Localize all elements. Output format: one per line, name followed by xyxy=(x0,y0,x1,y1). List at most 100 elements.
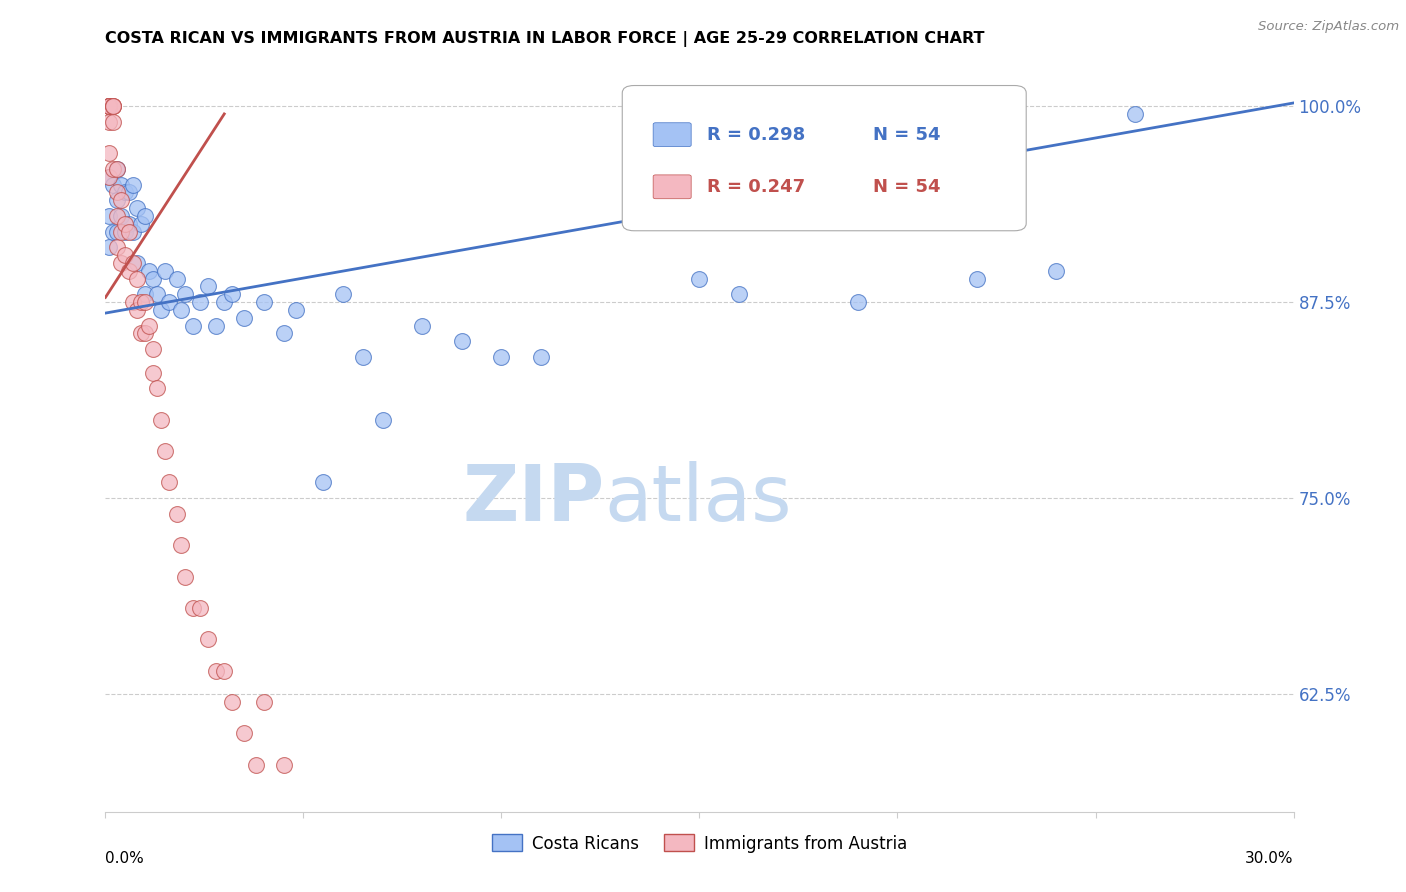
Point xyxy=(332,287,354,301)
Point xyxy=(110,193,132,207)
Point xyxy=(103,178,125,192)
Point xyxy=(146,381,169,395)
Point xyxy=(103,99,125,113)
Point xyxy=(157,295,180,310)
Point xyxy=(103,99,125,113)
Point xyxy=(103,225,125,239)
Point xyxy=(221,695,243,709)
Point xyxy=(205,664,228,678)
Point xyxy=(173,287,195,301)
Text: N = 54: N = 54 xyxy=(873,178,941,196)
Point xyxy=(190,295,212,310)
Point xyxy=(110,225,132,239)
Point xyxy=(118,217,141,231)
Point xyxy=(98,169,121,184)
Point xyxy=(103,115,125,129)
Point xyxy=(98,209,121,223)
Point xyxy=(530,350,553,364)
Point xyxy=(98,99,121,113)
Point xyxy=(253,295,276,310)
Point xyxy=(127,302,149,317)
Point xyxy=(134,295,156,310)
Point xyxy=(190,600,212,615)
Point xyxy=(103,161,125,176)
Point xyxy=(134,209,156,223)
Point xyxy=(1045,264,1067,278)
Point xyxy=(98,99,121,113)
Point xyxy=(98,115,121,129)
Point xyxy=(98,146,121,161)
FancyBboxPatch shape xyxy=(654,123,692,146)
Point xyxy=(170,302,193,317)
Point xyxy=(129,326,152,341)
Point xyxy=(98,240,121,254)
Point xyxy=(173,569,195,583)
Point xyxy=(114,225,136,239)
Point xyxy=(138,318,160,333)
Point xyxy=(149,413,172,427)
Point xyxy=(129,295,152,310)
Point xyxy=(170,538,193,552)
Point xyxy=(146,287,169,301)
Text: 0.0%: 0.0% xyxy=(105,851,145,866)
Point xyxy=(371,413,394,427)
Point xyxy=(105,240,128,254)
Point xyxy=(846,295,869,310)
Point xyxy=(127,271,149,285)
Point xyxy=(166,507,188,521)
Point xyxy=(273,326,295,341)
Text: R = 0.298: R = 0.298 xyxy=(707,126,804,144)
Point xyxy=(966,271,988,285)
Point xyxy=(114,248,136,262)
Point xyxy=(197,632,219,647)
Text: COSTA RICAN VS IMMIGRANTS FROM AUSTRIA IN LABOR FORCE | AGE 25-29 CORRELATION CH: COSTA RICAN VS IMMIGRANTS FROM AUSTRIA I… xyxy=(105,31,986,47)
Text: N = 54: N = 54 xyxy=(873,126,941,144)
Point xyxy=(205,318,228,333)
Text: 30.0%: 30.0% xyxy=(1246,851,1294,866)
Point xyxy=(105,161,128,176)
Legend: Costa Ricans, Immigrants from Austria: Costa Ricans, Immigrants from Austria xyxy=(485,828,914,859)
Point xyxy=(411,318,433,333)
Point xyxy=(98,99,121,113)
Point xyxy=(127,256,149,270)
Point xyxy=(98,99,121,113)
Point xyxy=(689,271,711,285)
FancyBboxPatch shape xyxy=(654,175,692,199)
Text: Source: ZipAtlas.com: Source: ZipAtlas.com xyxy=(1258,20,1399,33)
Point xyxy=(253,695,276,709)
Point xyxy=(105,225,128,239)
Point xyxy=(245,757,267,772)
Point xyxy=(273,757,295,772)
Text: atlas: atlas xyxy=(605,461,792,537)
Point xyxy=(284,302,307,317)
Point xyxy=(491,350,513,364)
Point xyxy=(728,287,751,301)
Point xyxy=(142,342,165,356)
Point xyxy=(153,264,176,278)
Point xyxy=(118,264,141,278)
Point xyxy=(149,302,172,317)
Point xyxy=(214,664,236,678)
Point xyxy=(157,475,180,490)
Point xyxy=(110,209,132,223)
Point xyxy=(221,287,243,301)
Point xyxy=(122,295,145,310)
Point xyxy=(122,225,145,239)
Point xyxy=(214,295,236,310)
Point xyxy=(1123,107,1146,121)
Point xyxy=(105,193,128,207)
Point xyxy=(166,271,188,285)
Point xyxy=(105,186,128,200)
Point xyxy=(98,99,121,113)
Point xyxy=(98,99,121,113)
Point xyxy=(153,444,176,458)
Text: R = 0.247: R = 0.247 xyxy=(707,178,804,196)
Point xyxy=(352,350,374,364)
Point xyxy=(122,256,145,270)
Point xyxy=(134,326,156,341)
Point xyxy=(105,161,128,176)
FancyBboxPatch shape xyxy=(623,86,1026,231)
Point xyxy=(181,600,204,615)
Point xyxy=(114,217,136,231)
Point xyxy=(127,201,149,215)
